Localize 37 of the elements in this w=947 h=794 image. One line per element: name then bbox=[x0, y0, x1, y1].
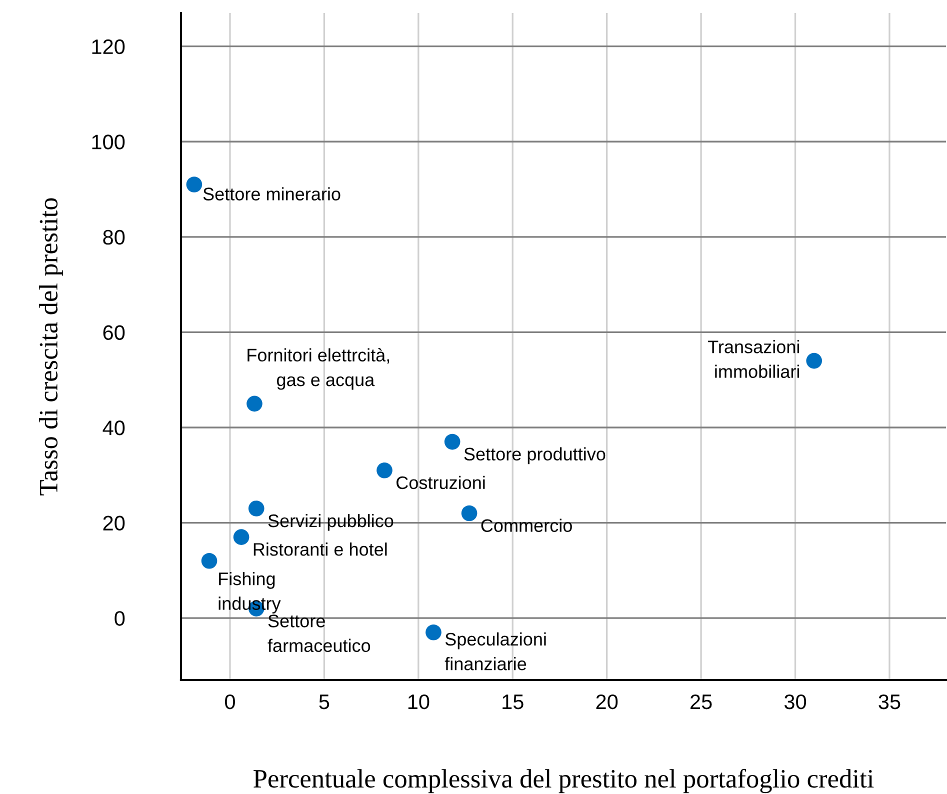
y-tick-label: 0 bbox=[114, 611, 125, 626]
point bbox=[186, 176, 202, 192]
y-tick-label: 100 bbox=[92, 134, 125, 150]
point bbox=[201, 552, 218, 569]
point bbox=[426, 624, 442, 640]
x-tick-label: 35 bbox=[878, 694, 900, 710]
point bbox=[444, 434, 460, 450]
annotation: Transazioni immobiliari bbox=[708, 340, 800, 378]
y-axis-title: Tasso di crescita del prestito bbox=[38, 198, 63, 496]
annotation: Servizi pubblico bbox=[268, 514, 394, 531]
point bbox=[248, 500, 264, 516]
annotation: Costruzioni bbox=[396, 476, 485, 490]
x-tick-label: 25 bbox=[690, 694, 712, 710]
annotation: Fornitori elettrcità, gas e acqua bbox=[248, 348, 390, 390]
x-tick-label: 0 bbox=[225, 694, 235, 710]
annotation: Settore farmaceutico bbox=[268, 614, 370, 652]
annotation: Speculazioni finanziarie bbox=[444, 632, 546, 670]
y-tick-label: 120 bbox=[92, 39, 125, 54]
annotation: Settore minerario bbox=[203, 187, 340, 200]
x-tick-label: 30 bbox=[784, 694, 806, 710]
annotation: Commercio bbox=[481, 518, 572, 532]
x-tick-label: 20 bbox=[596, 694, 618, 710]
point bbox=[461, 505, 478, 522]
x-axis-title: Percentuale complessiva del prestito nel portafoglio crediti bbox=[254, 768, 874, 794]
y-tick-label: 60 bbox=[103, 325, 125, 340]
point bbox=[246, 396, 262, 412]
y-tick-label: 80 bbox=[103, 230, 125, 245]
annotation: Settore produttivo bbox=[464, 447, 606, 464]
x-tick-label: 5 bbox=[319, 694, 330, 710]
y-tick-label: 40 bbox=[102, 420, 125, 436]
y-tick-label: 20 bbox=[103, 516, 125, 531]
point bbox=[233, 529, 250, 545]
point bbox=[376, 462, 392, 478]
annotation: Ristoranti e hotel bbox=[254, 542, 387, 556]
x-tick-label: 10 bbox=[408, 694, 430, 710]
point bbox=[806, 352, 822, 369]
x-tick-label: 15 bbox=[502, 694, 524, 710]
